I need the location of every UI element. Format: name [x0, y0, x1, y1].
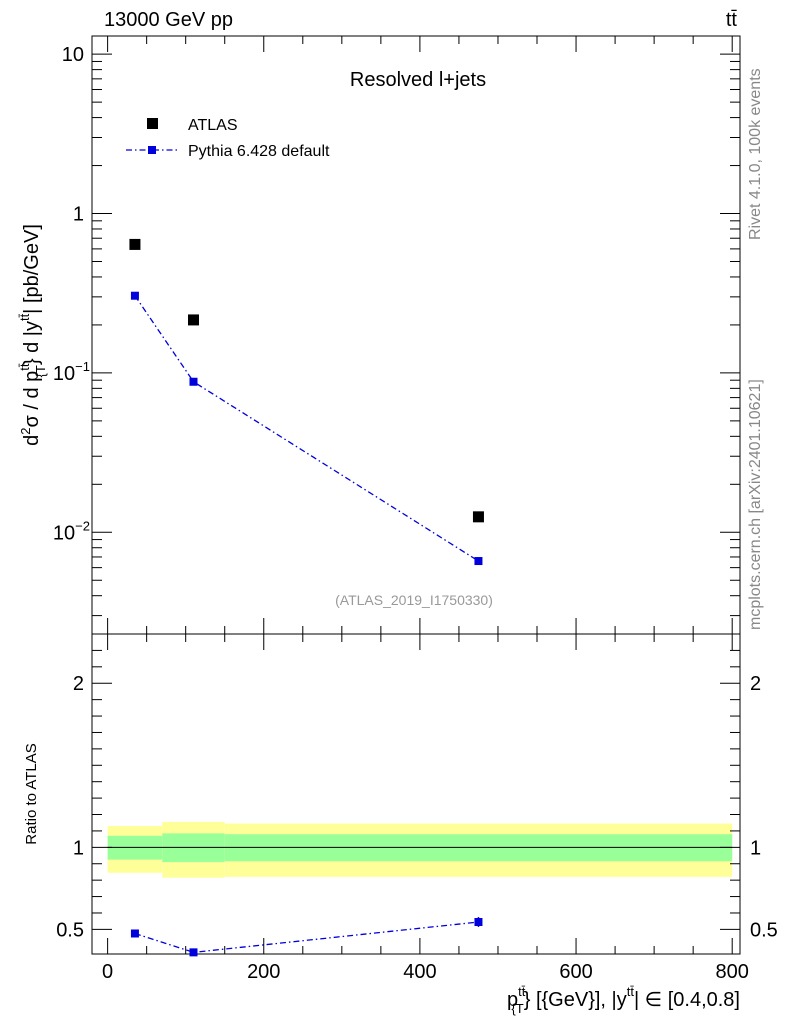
ratio-plot-frame	[91, 633, 741, 955]
pythia-point-main	[474, 557, 483, 566]
legend: ATLAS Pythia 6.428 default	[126, 117, 330, 160]
pythia-line-main	[134, 295, 479, 562]
ratio-plot-series	[130, 917, 483, 957]
legend-label-atlas: ATLAS	[188, 117, 238, 134]
header-process: tt̄	[726, 9, 738, 31]
legend-marker-pythia	[148, 146, 156, 154]
y-tick-label-main: 10−1	[53, 359, 90, 385]
rivet-label: Rivet 4.1.0, 100k events	[747, 68, 764, 240]
plot-title: Resolved l+jets	[350, 69, 486, 91]
y-tick-label-main: 1	[73, 204, 84, 226]
x-tick-label: 600	[559, 961, 592, 983]
main-y-axis-label: d2σ / d ptt̄{T} d |ytt̄| [pb/GeV]	[17, 224, 48, 446]
x-axis-label: ptt̄ {T} [{GeV}], |ytt̄| ∈ [0.4,0.8]	[507, 984, 740, 1016]
y-tick-label-main: 10	[62, 44, 84, 66]
x-tick-label: 400	[403, 961, 436, 983]
mcplots-label: mcplots.cern.ch [arXiv:2401.10621]	[747, 379, 764, 630]
ratio-plot-bands	[107, 821, 733, 878]
y-tick-label-ratio-right: 1	[750, 837, 761, 859]
analysis-watermark: (ATLAS_2019_I1750330)	[335, 592, 493, 608]
pythia-point-main	[130, 291, 139, 300]
x-tick-label: 800	[716, 961, 749, 983]
pythia-point-main	[189, 377, 198, 386]
y-tick-label-main: 10−2	[53, 518, 90, 544]
header-energy: 13000 GeV pp	[104, 9, 233, 31]
y-tick-label-ratio-right: 0.5	[750, 919, 778, 941]
legend-label-pythia: Pythia 6.428 default	[188, 143, 330, 160]
y-tick-label-ratio-left: 2	[73, 673, 84, 695]
legend-marker-atlas	[147, 118, 158, 129]
pythia-point-ratio	[474, 918, 483, 926]
x-tick-label: 0	[102, 961, 113, 983]
atlas-point	[187, 314, 199, 326]
y-tick-label-ratio-left: 1	[73, 837, 84, 859]
pythia-line-ratio	[134, 921, 479, 954]
ratio-plot-ticks: 0.5 0.5 1 1 2 2 0 200 400 600 800	[56, 634, 778, 983]
atlas-point	[129, 238, 141, 250]
x-tick-label: 200	[247, 961, 280, 983]
atlas-point	[472, 511, 484, 523]
y-tick-label-ratio-left: 0.5	[56, 919, 84, 941]
pythia-point-ratio	[189, 948, 198, 957]
ratio-y-axis-label: Ratio to ATLAS	[23, 743, 40, 844]
y-tick-label-ratio-right: 2	[750, 673, 761, 695]
main-plot-ticks: 10 1 10−1 10−2	[53, 36, 740, 634]
main-plot-series	[129, 238, 484, 566]
pythia-point-ratio	[130, 929, 139, 938]
